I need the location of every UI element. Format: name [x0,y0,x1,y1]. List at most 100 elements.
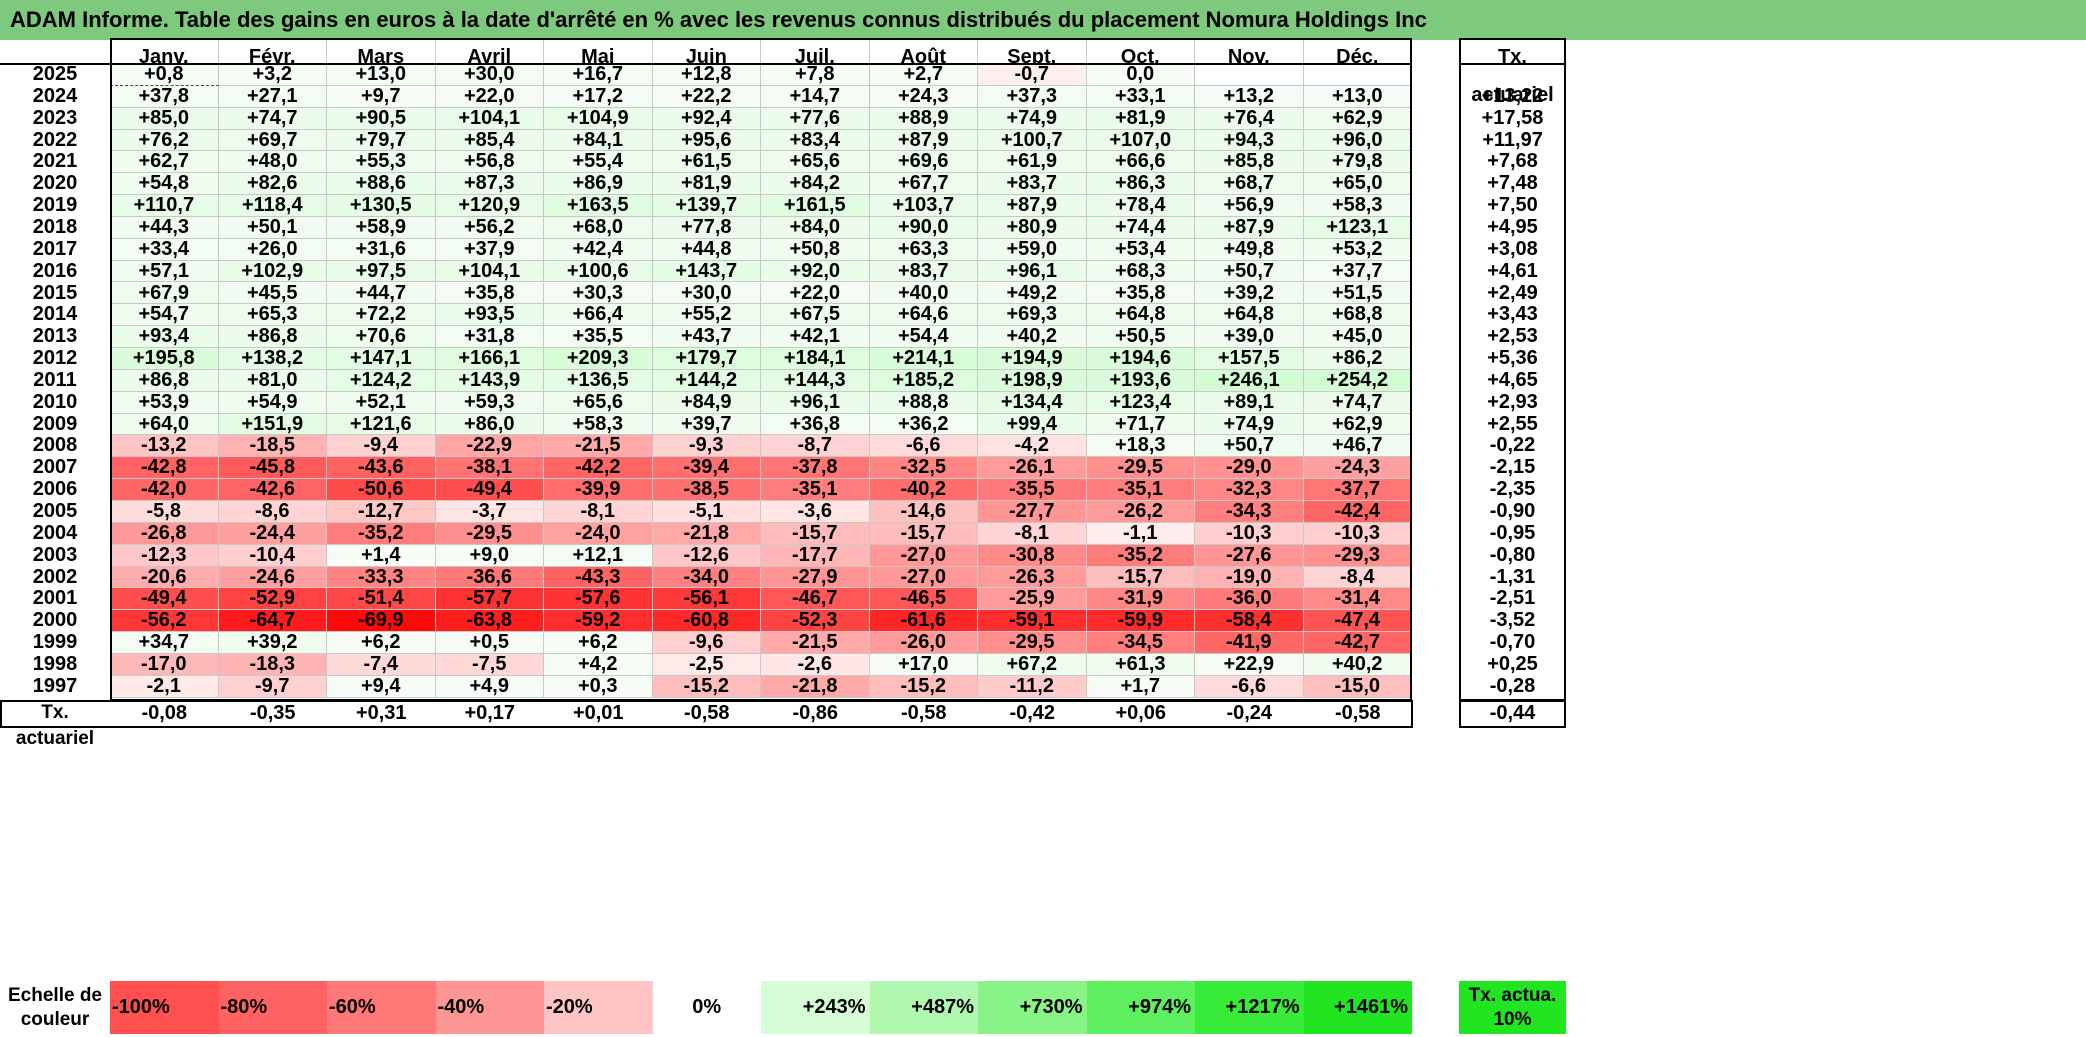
table-cell: +143,7 [652,260,761,283]
table-cell: -3,7 [435,500,544,523]
table-cell: +104,1 [435,260,544,283]
month-header: Juin [653,38,761,68]
table-cell: -60,8 [652,609,761,633]
summary-label: Tx. actuariel [15,702,95,749]
table-cell: +121,6 [327,413,436,436]
table-cell: -36,0 [1195,588,1304,611]
row-tx-actuariel: -0,22 [1489,434,1536,457]
table-cell: +50,1 [218,216,327,239]
table-cell: +143,9 [435,369,544,392]
table-cell: +61,3 [1086,653,1195,676]
table-cell: +93,5 [435,303,544,327]
table-cell: +51,5 [1303,282,1412,305]
table-cell: -21,8 [761,675,870,698]
table-cell: +95,6 [652,129,761,152]
table-cell: -9,4 [327,435,436,458]
table-cell: -27,9 [761,566,870,589]
row-tx-actuariel: -2,35 [1489,478,1536,501]
table-cell [1303,64,1412,86]
table-cell: +43,7 [652,325,761,349]
table-cell: +17,2 [544,85,653,108]
table-cell: -14,6 [869,500,978,523]
summary-cell: -0,86 [792,702,839,724]
summary-cell: +0,31 [355,702,407,724]
table-cell: -35,1 [1086,478,1195,501]
table-cell: -8,1 [978,522,1087,545]
table-cell: +86,3 [1086,172,1195,196]
table-cell: -10,3 [1195,522,1304,545]
table-cell: +61,9 [978,151,1087,174]
row-tx-actuariel: +7,48 [1487,172,1538,195]
table-cell: -8,7 [761,435,870,458]
table-cell: +123,4 [1086,391,1195,414]
summary-cell: -0,42 [1009,702,1056,724]
table-cell: +77,6 [761,107,870,130]
table-cell: +9,0 [435,544,544,567]
scale-swatch: -100% [110,981,219,1034]
table-cell: +49,2 [978,282,1087,305]
table-cell: +64,8 [1195,303,1304,327]
table-cell: +96,0 [1303,129,1412,152]
table-cell: -27,0 [869,566,978,589]
table-cell: -35,2 [327,522,436,545]
table-cell: +44,8 [652,238,761,261]
table-cell: -42,7 [1303,631,1412,654]
table-cell: +120,9 [435,194,544,217]
table-cell: +54,7 [110,303,219,327]
row-tx-actuariel: -0,80 [1489,543,1536,566]
table-cell: +185,2 [869,369,978,392]
table-cell: -33,3 [327,566,436,589]
table-cell: +49,8 [1195,238,1304,261]
table-cell: +93,4 [110,325,219,349]
table-cell: -32,5 [869,456,978,480]
table-cell: +87,9 [978,194,1087,217]
year-label: 2019 [32,194,78,217]
table-cell: -24,3 [1303,456,1412,480]
table-cell: +0,5 [435,631,544,654]
table-cell: -24,4 [218,522,327,545]
table-cell: +65,3 [218,303,327,327]
year-label: 2001 [32,587,78,610]
table-cell: +2,7 [869,63,978,86]
table-cell: +45,5 [218,282,327,305]
table-cell: +0,3 [544,675,653,698]
table-cell: -61,6 [869,609,978,633]
table-cell: -10,4 [218,544,327,567]
scale-swatch: +1217% [1195,981,1304,1034]
table-cell: +39,2 [218,631,327,654]
table-cell: +198,9 [978,369,1087,392]
table-cell: +84,2 [761,172,870,196]
table-cell: -10,3 [1303,522,1412,545]
table-cell: -5,8 [110,500,219,523]
table-cell: -15,0 [1303,675,1412,698]
table-cell: +68,7 [1195,172,1304,196]
table-cell: +56,9 [1195,194,1304,217]
table-cell: -49,4 [110,588,219,611]
table-cell: +76,4 [1195,107,1304,130]
report-title: ADAM Informe. Table des gains en euros à… [0,0,2086,40]
table-cell: +161,5 [761,194,870,217]
table-cell: +64,6 [869,303,978,327]
table-cell: +22,0 [761,282,870,305]
table-cell: +83,7 [869,260,978,283]
table-cell: -42,8 [110,456,219,480]
table-cell: +85,8 [1195,151,1304,174]
table-cell: +86,8 [218,325,327,349]
table-cell: -46,7 [761,588,870,611]
table-cell: +151,9 [218,413,327,436]
table-cell: -59,1 [978,609,1087,633]
table-cell: +70,6 [327,325,436,349]
table-cell: +50,8 [761,238,870,261]
table-cell: +30,0 [435,63,544,86]
row-tx-actuariel: +11,97 [1482,128,1543,151]
year-label: 2010 [32,390,78,413]
table-cell: +3,2 [218,63,327,86]
table-cell: -27,6 [1195,544,1304,567]
table-cell: -7,4 [327,653,436,676]
table-cell: +100,7 [978,129,1087,152]
table-cell: -38,5 [652,478,761,501]
row-tx-actuariel: -1,31 [1489,565,1536,588]
year-label: 2017 [32,237,78,260]
table-cell: -35,5 [978,478,1087,501]
table-cell: +33,1 [1086,85,1195,108]
